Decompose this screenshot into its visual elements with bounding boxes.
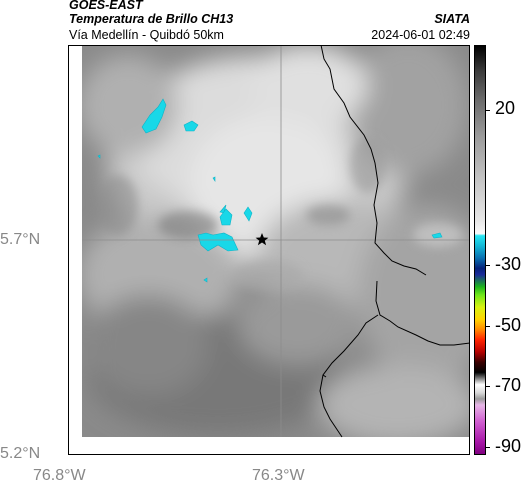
cold-cloud-cells [97,98,443,283]
temperature-colorbar [474,45,486,455]
colorbar-tick [486,447,490,448]
colorbar-label-20: 20 [495,98,516,118]
lon-label-76-3: 76.3°W [252,467,305,484]
colorbar-tick [486,326,490,327]
colorbar-label-minus-50: -50 [495,315,522,335]
subtitle: Vía Medellín - Quibdó 50km [69,28,224,42]
colorbar-label-minus-90: -90 [495,436,522,456]
lat-label-5-7: 5.7°N [0,231,41,248]
lat-label-5-2: 5.2°N [0,445,41,462]
title-line-2: Temperatura de Brillo CH13 [69,12,234,26]
colorbar-tick [486,110,490,111]
grid-lines [82,45,470,437]
colorbar-tick [486,386,490,387]
brand-label: SIATA [434,12,470,26]
lon-label-76-8: 76.8°W [33,467,86,484]
colorbar-tick [486,265,490,266]
title-line-1: GOES-EAST [69,0,143,12]
colorbar-label-minus-70: -70 [495,375,522,395]
political-borders [319,45,470,438]
brightness-temperature-field [82,45,470,437]
star-marker [255,233,269,246]
colorbar-label-minus-30: -30 [495,254,522,274]
satellite-map[interactable] [68,45,470,455]
timestamp: 2024-06-01 02:49 [371,28,470,42]
